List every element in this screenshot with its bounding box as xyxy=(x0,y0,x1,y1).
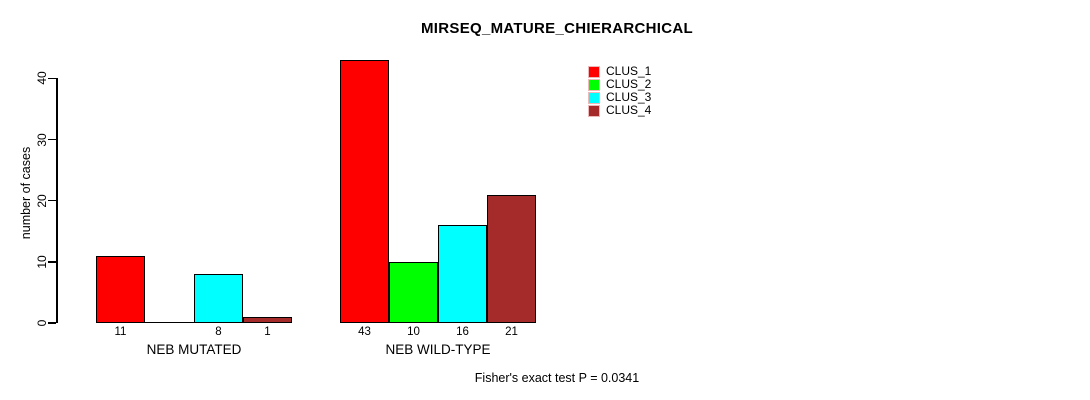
bar-clus_3-group1 xyxy=(194,274,243,323)
bar-value-label: 1 xyxy=(264,326,271,338)
group-label-1: NEB MUTATED xyxy=(146,342,242,357)
y-tick-label: 0 xyxy=(35,319,49,327)
legend-swatch-clus_1 xyxy=(588,65,600,78)
legend-label: CLUS_4 xyxy=(606,103,652,117)
legend-label: CLUS_3 xyxy=(606,90,652,104)
bar-clus_4-group2 xyxy=(487,194,536,323)
legend-label: CLUS_1 xyxy=(606,64,652,78)
bar-value-label: 8 xyxy=(215,326,222,338)
bar-value-label: 10 xyxy=(407,326,420,338)
chart-title: MIRSEQ_MATURE_CHIERARCHICAL xyxy=(421,20,693,37)
y-tick-mark xyxy=(48,322,56,324)
annotation-text: Fisher's exact test P = 0.0341 xyxy=(474,371,640,385)
legend-swatch-clus_2 xyxy=(588,78,600,91)
bar-clus_1-group1 xyxy=(96,255,145,323)
y-tick-label: 30 xyxy=(35,132,49,147)
y-tick-mark xyxy=(48,261,56,263)
y-axis-label: number of cases xyxy=(19,146,33,240)
bar-clus_3-group2 xyxy=(438,225,487,323)
legend-swatch-clus_4 xyxy=(588,104,600,117)
bar-value-label: 16 xyxy=(456,326,469,338)
y-tick-label: 20 xyxy=(35,193,49,208)
legend-swatch-clus_3 xyxy=(588,91,600,104)
bar-clus_4-group1 xyxy=(243,316,292,323)
bar-clus_2-group2 xyxy=(389,261,438,323)
y-tick-label: 10 xyxy=(35,255,49,269)
legend-row: CLUS_3 xyxy=(588,91,651,104)
legend-row: CLUS_4 xyxy=(588,104,651,117)
bar-value-label: 11 xyxy=(114,326,127,338)
bar-clus_1-group2 xyxy=(340,60,389,323)
legend-row: CLUS_2 xyxy=(588,78,651,91)
legend-row: CLUS_1 xyxy=(588,65,651,78)
bar-value-label: 21 xyxy=(505,326,518,338)
y-tick-mark xyxy=(48,199,56,202)
legend: CLUS_1 CLUS_2 CLUS_3 CLUS_4 xyxy=(588,65,651,117)
bar-value-label: 43 xyxy=(358,326,371,338)
y-tick-mark xyxy=(48,138,56,141)
y-tick-label: 40 xyxy=(35,71,49,86)
legend-label: CLUS_2 xyxy=(606,77,652,91)
y-tick-mark xyxy=(48,77,56,80)
bar-clus_2-group1-zero xyxy=(145,321,194,323)
group-label-2: NEB WILD-TYPE xyxy=(385,342,491,357)
y-axis-line xyxy=(56,78,58,323)
